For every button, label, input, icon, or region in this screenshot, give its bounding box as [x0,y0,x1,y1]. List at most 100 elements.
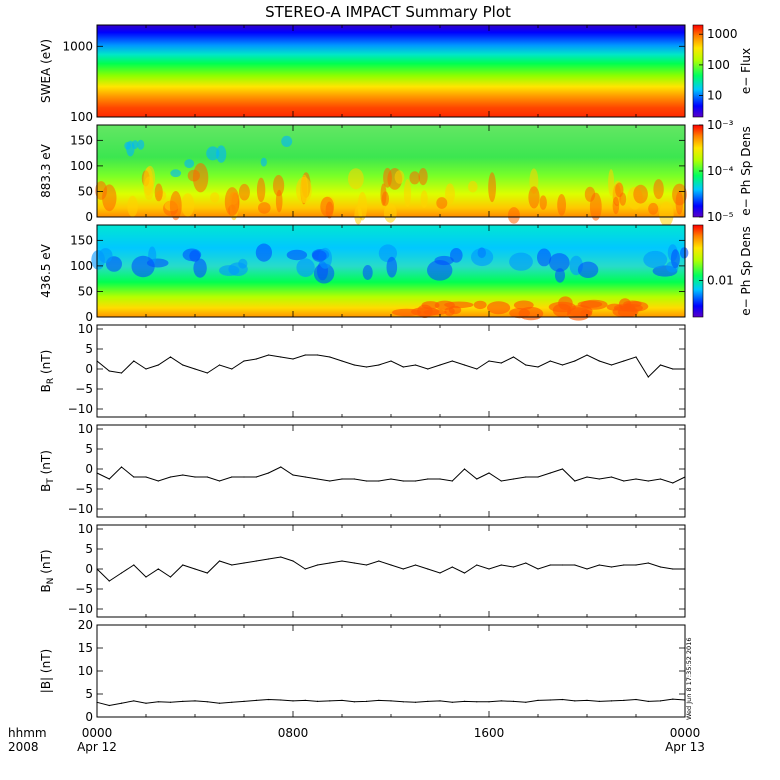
colorbar-tick-label: 10⁻⁴ [707,164,734,178]
colorbar-tick-label: 0.01 [707,273,734,287]
br-panel-frame [96,324,686,418]
bmag-point [329,700,331,702]
spectrogram-texture [348,168,364,190]
time-axis-corner-year: 2008 [8,740,39,754]
y-tick-label: 0 [85,310,93,324]
br-point [292,358,294,360]
br-point [133,360,135,362]
bt-point [353,478,355,480]
bn-line [96,556,685,582]
colorbar-swea [692,24,704,118]
bmag-point [672,698,674,700]
spectrogram-texture [126,140,135,157]
bn-point [280,556,282,558]
bn-point [169,576,172,578]
bn-point [145,576,147,578]
spectrogram-texture [386,256,398,278]
colorbar-label: e− Flux [739,48,753,94]
y-tick-label: 5 [85,442,93,456]
time-tick-label: 0000 [670,726,701,740]
bt-point [500,480,502,482]
bt-point [341,478,343,480]
bmag-point [598,700,600,703]
br-point [623,360,625,362]
bmag-point [488,701,490,703]
br-point [157,364,159,366]
bt-point [598,478,600,480]
spectrogram-texture [436,197,448,209]
bt-point [451,480,453,482]
bn-point [133,564,135,566]
time-axis-corner-hhmm: hhmm [8,726,47,740]
spectrogram-texture [383,203,397,223]
bmag-point [512,700,515,703]
date-tick-label: Apr 12 [77,740,117,754]
spectrogram-texture [256,177,266,203]
bn-point [586,568,588,570]
br-point [182,364,184,366]
bt-point [133,476,135,478]
spectrogram-texture [325,201,334,219]
bt-point [684,476,686,478]
bn-point [684,568,686,570]
bmag-point [120,702,123,704]
br-point [647,376,649,378]
y-tick-label: −10 [68,402,93,416]
bn-point [598,564,600,566]
spectrogram-texture [555,268,565,283]
y-tick-label: 100 [70,159,93,173]
colorbar-tick-label: 10⁻⁵ [707,210,734,224]
bn-point [353,562,355,564]
bn-point [451,566,453,568]
bn-point [243,562,245,564]
bt-point [255,476,257,478]
spectrogram-texture [127,195,138,217]
bn-point [439,572,441,574]
br-point [684,368,686,370]
br-point [316,354,319,356]
bmag-point [623,699,625,702]
bn-point [549,564,551,566]
y-tick-label: 5 [85,542,93,556]
spectrogram-texture [206,146,220,161]
bt-point [439,478,441,480]
br-point [525,364,527,366]
y-axis-label: BR (nT) [39,350,56,393]
bmag-point [243,700,245,703]
bn-point [96,568,98,570]
bt-point [512,478,515,480]
spectrogram-texture [383,167,392,188]
bt-line [96,466,686,484]
y-tick-label: 10 [78,322,93,336]
spectrogram-texture [275,189,283,213]
bmag-point [169,701,172,703]
bmag-point [316,700,319,703]
bn-panel-frame [96,524,686,618]
spectrogram-texture [169,191,182,221]
y-tick-label: 5 [85,687,93,701]
spectrogram-texture [509,252,533,271]
spectrogram-texture [216,145,227,163]
y-tick-label: 150 [70,233,93,247]
y-tick-label: 100 [70,110,93,124]
br-point [329,356,331,358]
bn-point [476,564,478,566]
br-point [549,360,551,362]
bmag-point [525,701,527,703]
spectrogram-texture [589,192,602,221]
br-point [561,364,564,366]
spectrogram-texture [357,191,368,221]
br-point [402,366,404,368]
spectrogram-texture [653,179,664,200]
bn-point [414,564,417,566]
spectrogram-texture [608,169,615,196]
spectrogram-texture [296,176,312,204]
bmag-point [292,700,294,702]
spectrogram-texture [450,248,463,263]
br-point [341,360,343,362]
bmag-point [402,701,404,703]
bt-point [378,480,380,482]
colorbar-tick-label: 1000 [707,27,738,41]
spectrogram-texture [224,187,240,217]
